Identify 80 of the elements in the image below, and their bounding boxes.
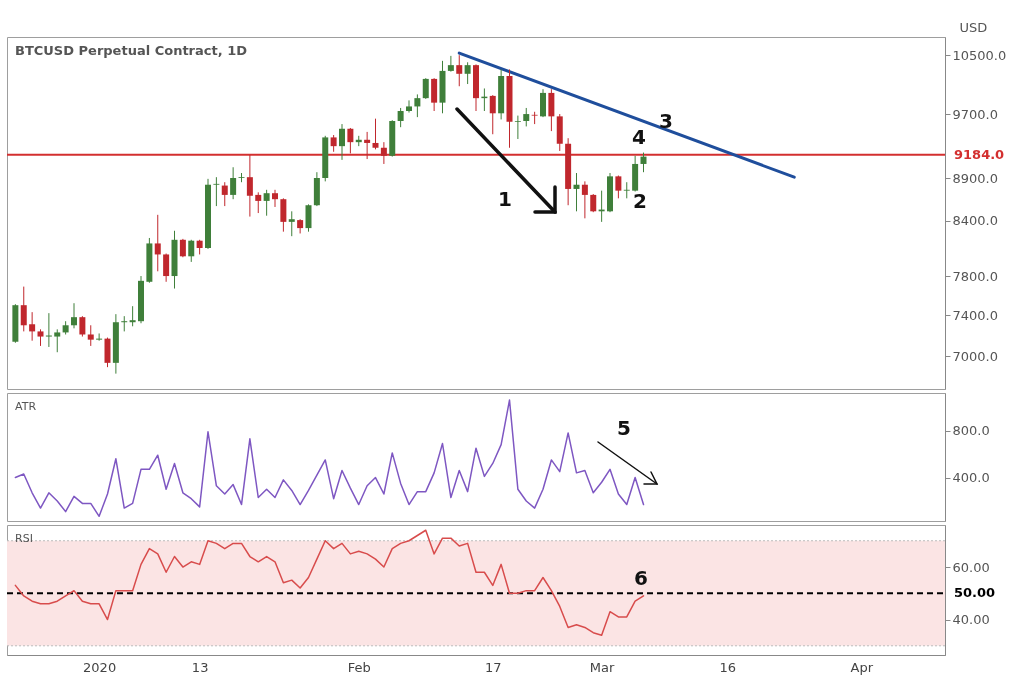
annotation: 6 [634, 566, 648, 590]
text: ATR [15, 400, 37, 413]
y-tick-label: 40.00 [952, 612, 990, 628]
text: BTCUSD Perpetual Contract, 1D [15, 43, 248, 58]
y-tick-label: 60.00 [952, 559, 990, 575]
x-tick-label: Mar [589, 659, 616, 675]
y-tick-label: 7000.0 [952, 348, 998, 364]
annotation: 5 [617, 416, 631, 440]
candlestick [590, 193, 597, 213]
candlestick [464, 61, 471, 85]
candlestick [272, 189, 278, 208]
candlestick [364, 131, 371, 160]
candlestick [54, 328, 61, 353]
candlestick [456, 54, 463, 87]
y-tick-label: 10500.0 [952, 47, 1007, 63]
line-series [14, 399, 645, 518]
x-tick-label: 13 [191, 659, 209, 675]
candlestick [79, 315, 86, 338]
candlestick [305, 203, 312, 233]
candlestick [548, 88, 555, 132]
y-tick-label: 8900.0 [952, 170, 998, 186]
candlestick [45, 312, 52, 348]
candlestick [121, 315, 128, 332]
candlestick [414, 93, 421, 118]
y-tick-label: 400.0 [952, 470, 990, 486]
candlestick [406, 99, 412, 114]
candlestick [221, 181, 228, 207]
annotation: 4 [632, 125, 646, 149]
candlestick [489, 94, 496, 135]
annotation: 2 [633, 189, 647, 213]
candlestick [531, 111, 538, 125]
ref-line-label: 9184.0 [954, 146, 1005, 162]
annotation: 1 [498, 187, 512, 211]
candlestick [623, 181, 630, 199]
candlestick [188, 239, 195, 263]
candlestick [71, 302, 77, 329]
line-series [14, 529, 645, 637]
ref-line-label: 50.00 [954, 585, 996, 601]
candlestick [87, 324, 94, 347]
candlestick [280, 197, 287, 233]
candlestick [129, 305, 136, 327]
candlestick [154, 214, 161, 272]
candlestick [640, 152, 647, 173]
candlestick [263, 189, 270, 217]
text: RSI [15, 532, 33, 545]
candlestick [255, 191, 262, 214]
candlestick [380, 141, 387, 165]
candlestick [523, 107, 530, 127]
x-tick-label: 2020 [83, 659, 117, 675]
candlestick [96, 332, 103, 342]
candlestick [573, 172, 580, 212]
x-tick-label: 17 [484, 659, 502, 675]
candlestick [213, 176, 220, 207]
y-tick-label: 7800.0 [952, 268, 998, 284]
candlestick [163, 253, 170, 283]
candlestick [447, 55, 454, 73]
annotation: 3 [659, 109, 673, 133]
candlestick [397, 107, 404, 128]
y-tick-label: 9700.0 [952, 106, 998, 122]
y-axis-title: USD [959, 19, 988, 35]
candlestick [339, 123, 345, 161]
candlestick [246, 154, 253, 218]
y-tick-label: 7400.0 [952, 307, 998, 323]
y-tick-label: 8400.0 [952, 213, 998, 229]
candlestick [288, 210, 295, 237]
candlestick [422, 77, 429, 100]
y-tick-label: 800.0 [952, 423, 990, 439]
x-tick-label: Apr [850, 659, 874, 675]
candlestick [372, 118, 379, 150]
candlestick [581, 180, 588, 219]
candlestick [540, 88, 546, 118]
candlestick [20, 286, 27, 332]
candlestick [431, 77, 438, 112]
candlestick [29, 311, 36, 342]
candlestick [514, 115, 521, 140]
candlestick [179, 238, 186, 258]
x-tick-label: 16 [719, 659, 737, 675]
candlestick [230, 166, 237, 200]
x-tick-label: Feb [347, 659, 371, 675]
candlestick [347, 127, 354, 154]
